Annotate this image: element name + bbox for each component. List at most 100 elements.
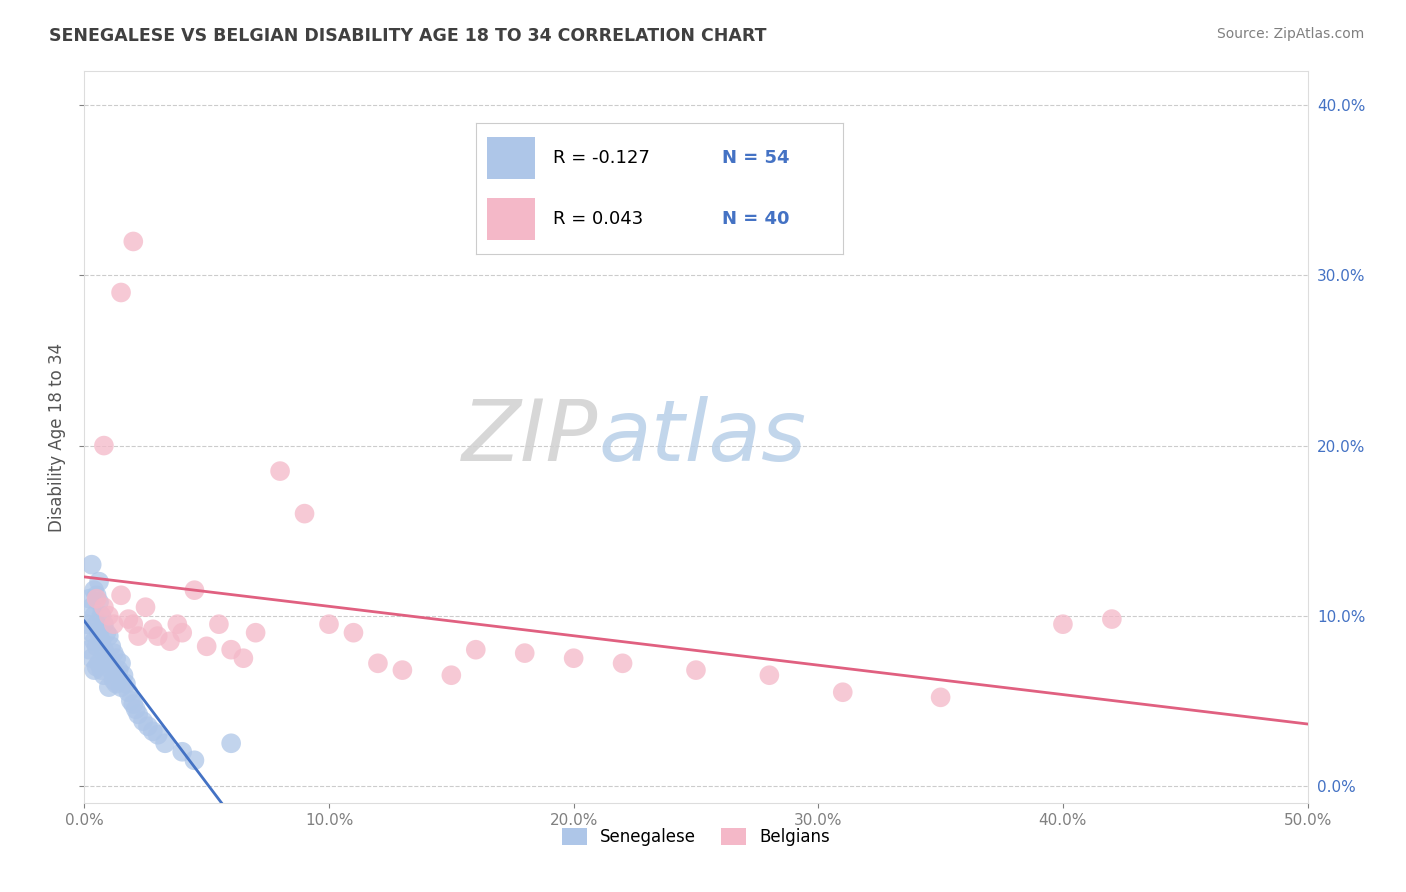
Point <box>122 617 145 632</box>
Point <box>77 591 100 606</box>
Point <box>80 558 103 572</box>
Text: Source: ZipAtlas.com: Source: ZipAtlas.com <box>1216 27 1364 41</box>
Point <box>125 702 148 716</box>
Point <box>86 640 108 654</box>
Point <box>172 625 194 640</box>
Point <box>440 668 463 682</box>
Point <box>219 736 242 750</box>
Point <box>464 642 486 657</box>
Point <box>136 719 159 733</box>
Point <box>90 608 112 623</box>
Point <box>86 659 108 673</box>
Point <box>115 677 138 691</box>
Point <box>103 617 125 632</box>
Point <box>97 657 120 671</box>
Point <box>929 690 952 705</box>
Point <box>294 507 316 521</box>
Point <box>105 651 128 665</box>
Point <box>166 617 188 632</box>
Point <box>76 617 98 632</box>
Point <box>685 663 707 677</box>
Point <box>117 685 139 699</box>
Point <box>127 707 149 722</box>
Point <box>269 464 291 478</box>
Point <box>93 668 115 682</box>
Point <box>80 600 103 615</box>
Point <box>232 651 254 665</box>
Point <box>107 663 129 677</box>
Point <box>87 657 110 671</box>
Point <box>110 680 132 694</box>
Point <box>172 745 194 759</box>
Point <box>342 625 364 640</box>
Point <box>153 736 176 750</box>
Point <box>80 651 103 665</box>
Point <box>83 608 105 623</box>
Point <box>100 663 122 677</box>
Point <box>122 697 145 711</box>
Point <box>142 724 165 739</box>
Point <box>318 617 340 632</box>
Text: ZIP: ZIP <box>461 395 598 479</box>
Point <box>391 663 413 677</box>
Point <box>86 588 108 602</box>
Point <box>97 608 120 623</box>
Point <box>93 600 115 615</box>
Y-axis label: Disability Age 18 to 34: Disability Age 18 to 34 <box>48 343 66 532</box>
Point <box>87 574 110 589</box>
Point <box>86 617 108 632</box>
Point <box>97 629 120 643</box>
Point <box>183 753 205 767</box>
Point <box>112 668 135 682</box>
Point <box>159 634 181 648</box>
Point <box>122 235 145 249</box>
Point <box>142 622 165 636</box>
Point <box>96 651 118 665</box>
Point <box>117 612 139 626</box>
Point <box>1052 617 1074 632</box>
Point <box>219 642 242 657</box>
Point <box>93 439 115 453</box>
Point <box>83 634 105 648</box>
Point <box>612 657 634 671</box>
Point <box>83 663 105 677</box>
Point <box>146 728 169 742</box>
Point <box>103 646 125 660</box>
Point <box>208 617 231 632</box>
Point <box>105 677 128 691</box>
Text: SENEGALESE VS BELGIAN DISABILITY AGE 18 TO 34 CORRELATION CHART: SENEGALESE VS BELGIAN DISABILITY AGE 18 … <box>49 27 766 45</box>
Point <box>90 663 112 677</box>
Point <box>110 285 132 300</box>
Point <box>96 625 118 640</box>
Point <box>103 673 125 688</box>
Point <box>110 588 132 602</box>
Point <box>77 642 100 657</box>
Point <box>831 685 853 699</box>
Point <box>100 640 122 654</box>
Point <box>120 694 142 708</box>
Point <box>93 617 115 632</box>
Point <box>135 600 157 615</box>
Point <box>127 629 149 643</box>
Point <box>93 642 115 657</box>
Point <box>86 591 108 606</box>
Point <box>87 625 110 640</box>
Point <box>97 680 120 694</box>
Point <box>562 651 585 665</box>
Point <box>195 640 218 654</box>
Point <box>80 625 103 640</box>
Point <box>1101 612 1123 626</box>
Point <box>758 668 780 682</box>
Point <box>245 625 267 640</box>
Point <box>146 629 169 643</box>
Legend: Senegalese, Belgians: Senegalese, Belgians <box>555 822 837 853</box>
Point <box>367 657 389 671</box>
Point <box>132 714 155 728</box>
Point <box>513 646 536 660</box>
Point <box>90 634 112 648</box>
Text: atlas: atlas <box>598 395 806 479</box>
Point <box>83 583 105 598</box>
Point <box>183 583 205 598</box>
Point <box>110 657 132 671</box>
Point <box>87 595 110 609</box>
